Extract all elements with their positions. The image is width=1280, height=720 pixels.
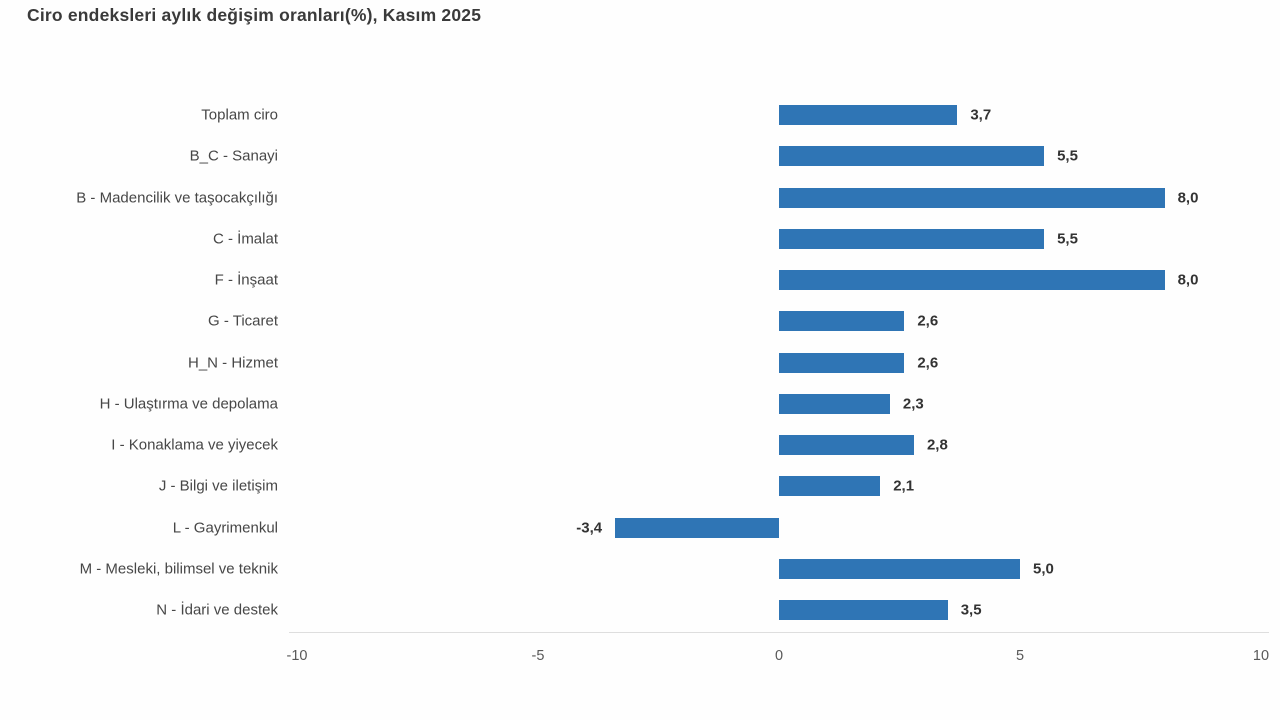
value-label: 2,3 — [902, 395, 924, 413]
x-tick-label: 10 — [1252, 648, 1270, 664]
chart-row: B_C - Sanayi 5,5 — [0, 136, 1280, 177]
value-label: 2,8 — [926, 436, 948, 454]
value-label: 3,7 — [970, 106, 992, 124]
bar — [779, 270, 1165, 291]
chart-row: H_N - Hizmet 2,6 — [0, 342, 1280, 383]
bar — [779, 600, 948, 621]
bar — [779, 435, 914, 456]
category-label: M - Mesleki, bilimsel ve teknik — [79, 560, 278, 578]
x-tick-label: -5 — [531, 648, 545, 664]
bar — [779, 393, 890, 414]
bar — [779, 187, 1165, 208]
bar — [779, 228, 1045, 249]
value-label: 2,6 — [917, 312, 939, 330]
value-label: 8,0 — [1177, 271, 1199, 289]
value-label: -3,4 — [576, 519, 603, 537]
category-label: J - Bilgi ve iletişim — [158, 477, 278, 495]
chart-row: F - İnşaat 8,0 — [0, 260, 1280, 301]
category-label: H_N - Hizmet — [187, 354, 278, 372]
bar — [779, 352, 905, 373]
value-label: 2,1 — [893, 477, 915, 495]
chart-row: H - Ulaştırma ve depolama 2,3 — [0, 383, 1280, 424]
category-label: L - Gayrimenkul — [172, 519, 278, 537]
category-label: G - Ticaret — [207, 312, 278, 330]
value-label: 5,0 — [1033, 560, 1054, 578]
value-label: 5,5 — [1057, 230, 1078, 248]
category-label: C - İmalat — [212, 230, 278, 248]
bar — [779, 476, 881, 497]
category-label: Toplam ciro — [201, 106, 278, 124]
x-tick-label: 0 — [774, 648, 784, 664]
x-axis: -10 -5 0 5 10 — [0, 648, 1280, 672]
chart-row: N - İdari ve destek 3,5 — [0, 590, 1280, 631]
category-label: B_C - Sanayi — [189, 147, 278, 165]
chart-row: L - Gayrimenkul -3,4 — [0, 507, 1280, 548]
bar — [779, 105, 958, 126]
value-label: 2,6 — [917, 354, 939, 372]
x-tick-label: -10 — [286, 648, 308, 664]
chart-row: B - Madencilik ve taşocakçılığı 8,0 — [0, 177, 1280, 218]
category-label: F - İnşaat — [214, 271, 278, 289]
chart-row: M - Mesleki, bilimsel ve teknik 5,0 — [0, 548, 1280, 589]
value-label: 8,0 — [1177, 189, 1199, 207]
category-label: I - Konaklama ve yiyecek — [111, 436, 278, 454]
category-label: N - İdari ve destek — [156, 601, 278, 619]
x-axis-line — [289, 632, 1269, 633]
bar — [779, 146, 1045, 167]
value-label: 5,5 — [1057, 147, 1078, 165]
bar — [615, 517, 779, 538]
value-label: 3,5 — [960, 601, 982, 619]
chart-row: J - Bilgi ve iletişim 2,1 — [0, 466, 1280, 507]
x-tick-label: 5 — [1015, 648, 1025, 664]
category-label: H - Ulaştırma ve depolama — [99, 395, 278, 413]
chart-row: I - Konaklama ve yiyecek 2,8 — [0, 425, 1280, 466]
chart-row: G - Ticaret 2,6 — [0, 301, 1280, 342]
bar — [779, 558, 1020, 579]
chart-row: Toplam ciro 3,7 — [0, 95, 1280, 136]
bar — [779, 311, 905, 332]
chart-row: C - İmalat 5,5 — [0, 218, 1280, 259]
chart-title: Ciro endeksleri aylık değişim oranları(%… — [27, 5, 482, 25]
category-label: B - Madencilik ve taşocakçılığı — [76, 189, 278, 207]
